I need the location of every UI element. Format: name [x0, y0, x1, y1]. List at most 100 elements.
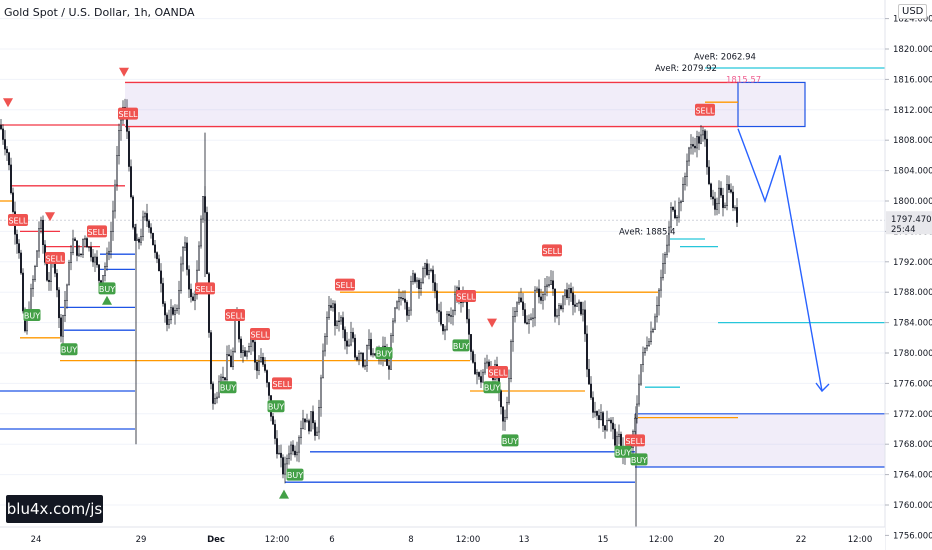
candle-body	[478, 372, 480, 377]
candle-body	[702, 130, 704, 136]
candle-body	[188, 269, 190, 290]
candle-body	[276, 438, 278, 455]
candle-body	[370, 339, 372, 356]
candle-body	[660, 277, 662, 291]
candle-body	[30, 288, 32, 312]
time-tick-label: 22	[796, 535, 807, 545]
candle-body	[422, 268, 424, 283]
candle-body	[544, 286, 546, 295]
candle-body	[134, 227, 136, 241]
candle-body	[314, 422, 316, 436]
candle-body	[176, 307, 178, 311]
candle-body	[346, 340, 348, 347]
buy-label-text: BUY	[24, 312, 40, 321]
candle-body	[326, 317, 328, 337]
candle-body	[360, 352, 362, 355]
time-tick-label: 29	[136, 535, 147, 545]
candle-body	[570, 288, 572, 294]
candle-body	[654, 316, 656, 330]
candle-body	[638, 383, 640, 405]
candle-body	[640, 364, 642, 385]
time-tick-label: 20	[714, 535, 725, 545]
candle-body	[182, 247, 184, 265]
time-tick-label: 12:00	[649, 535, 674, 545]
candle-body	[448, 313, 450, 316]
candle-body	[290, 444, 292, 455]
candle-body	[266, 370, 268, 383]
candle-body	[94, 256, 96, 263]
candle-body	[396, 301, 398, 309]
candle-body	[150, 227, 152, 234]
candle-body	[6, 148, 8, 153]
candle-body	[506, 402, 508, 418]
candle-body	[260, 357, 262, 362]
candle-body	[710, 183, 712, 198]
candle-body	[342, 317, 344, 330]
price-axis[interactable]: 1756.000 1760.000 1764.000 1768.000 1772.000…	[884, 0, 932, 550]
signal-markers: SELL SELL SELL SELL SELL SELL SELL SELL SELL SELL…	[3, 67, 715, 499]
candle-body	[272, 416, 274, 425]
candle-body	[306, 420, 308, 423]
candle-body	[678, 202, 680, 218]
candle-body	[34, 266, 36, 280]
candle-body	[446, 313, 448, 330]
candle-body	[58, 289, 60, 319]
candle-body	[154, 244, 156, 253]
time-tick-label: 13	[519, 535, 530, 545]
candle-body	[192, 296, 194, 301]
candle-body	[736, 207, 738, 223]
candle-body	[500, 390, 502, 408]
price-tick-label: 1812.000	[893, 106, 932, 116]
candle-body	[614, 428, 616, 446]
sell-label	[87, 225, 107, 238]
candle-body	[518, 297, 520, 304]
candle-body	[534, 289, 536, 319]
candle-body	[482, 371, 484, 383]
chart-title: Gold Spot / U.S. Dollar, 1h, OANDA	[4, 6, 195, 19]
candle-body	[436, 290, 438, 311]
candle-body	[206, 212, 208, 274]
price-tick-label: 1780.000	[893, 349, 932, 359]
candle-body	[20, 252, 22, 274]
candle-body	[452, 310, 454, 317]
sell-label-text: SELL	[250, 331, 270, 340]
candle-body	[66, 284, 68, 301]
candle-body	[454, 293, 456, 312]
candle-body	[174, 310, 176, 315]
candle-body	[680, 201, 682, 204]
candle-body	[526, 322, 528, 324]
candle-body	[98, 264, 100, 281]
candle-body	[712, 196, 714, 200]
candle-body	[256, 362, 258, 371]
candle-body	[64, 300, 66, 316]
time-tick-label: 8	[408, 535, 413, 545]
candle-body	[668, 226, 670, 246]
candle-body	[322, 350, 324, 379]
candle-body	[302, 418, 304, 429]
candle-body	[530, 317, 532, 320]
candle-body	[532, 317, 534, 319]
sell-triangle	[45, 212, 55, 222]
candle-body	[652, 329, 654, 333]
candle-body	[72, 238, 74, 253]
time-axis[interactable]: 24 29 Dec 12:00 6 8 12:00 13 15 12:00 20 22 12:00	[0, 526, 885, 550]
supply-zone-box	[737, 81, 806, 128]
currency-badge[interactable]: USD	[898, 4, 928, 19]
price-tick-label: 1772.000	[893, 410, 932, 420]
candle-body	[656, 305, 658, 318]
candle-body	[560, 305, 562, 310]
candle-body	[146, 213, 148, 222]
price-tick-label: 1808.000	[893, 136, 932, 146]
candle-body	[430, 269, 432, 272]
candle-body	[704, 130, 706, 140]
buy-label	[501, 434, 519, 447]
sell-label	[456, 290, 476, 302]
buy-label-text: BUY	[220, 384, 236, 393]
candle-body	[70, 252, 72, 263]
candle-body	[732, 191, 734, 208]
candle-body	[406, 302, 408, 316]
candle-body	[590, 383, 592, 398]
